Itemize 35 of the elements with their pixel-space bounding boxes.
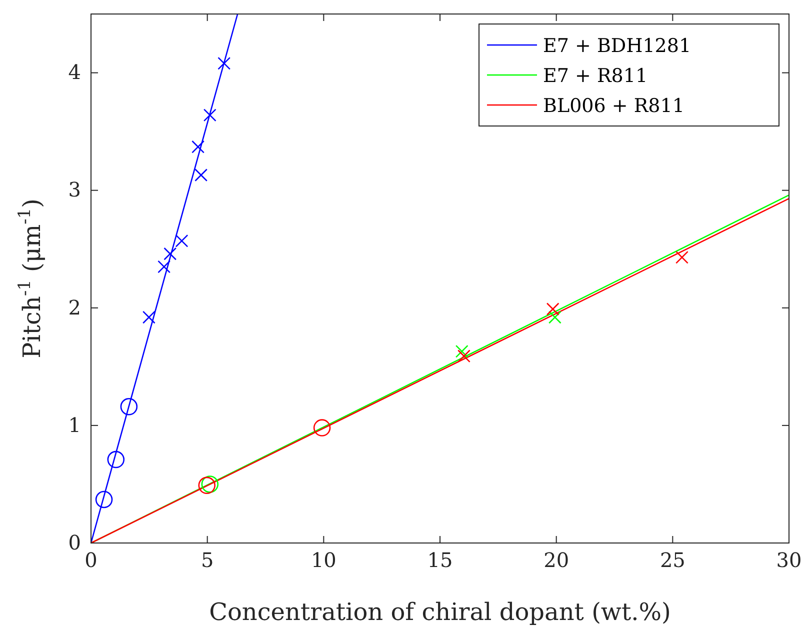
point [107,450,125,468]
x-tick-label: 5 [200,548,214,572]
legend-label: BL006 + R811 [543,95,684,117]
point [120,398,138,416]
point [455,344,468,358]
x-tick-label: 30 [776,548,802,572]
y-tick-label: 2 [68,295,81,320]
point [546,302,560,316]
point [175,234,188,248]
point [142,310,156,324]
x-tick-label: 25 [660,548,686,572]
point [218,56,231,70]
legend-label: E7 + R811 [543,65,648,87]
x-tick-label: 0 [84,548,98,572]
point [203,108,216,122]
point [194,168,208,182]
point [548,310,562,324]
legend-label: E7 + BDH1281 [543,35,692,57]
x-tick-label: 10 [310,548,336,572]
point [458,350,470,363]
point [676,250,688,264]
x-tick-label: 20 [544,548,570,572]
y-tick-label: 1 [68,412,81,437]
x-tick-label: 15 [427,548,453,572]
point [95,490,113,508]
y-tick-label: 0 [68,530,81,554]
x-axis-title: Concentration of chiral dopant (wt.%) [209,598,671,626]
point [192,140,204,154]
point [201,476,219,493]
y-tick-label: 4 [68,60,81,84]
point [313,419,331,436]
y-tick-label: 3 [68,178,81,202]
point [158,260,171,274]
point [198,476,216,494]
point [164,247,177,260]
